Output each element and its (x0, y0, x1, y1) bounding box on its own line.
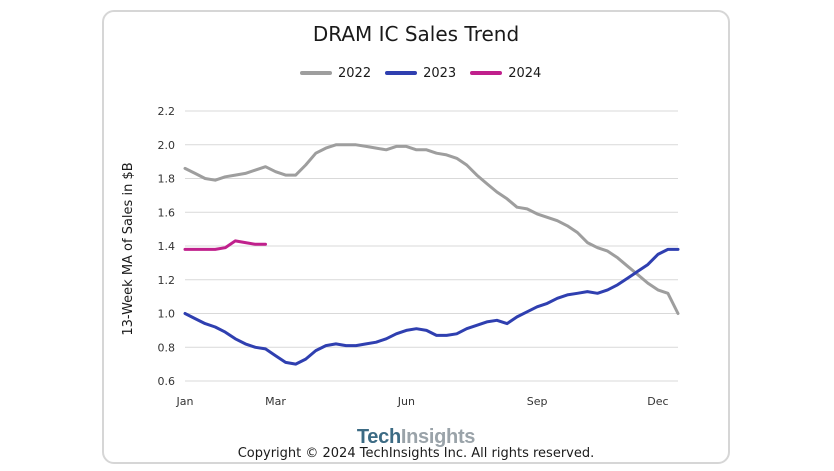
y-tick-label: 1.4 (158, 240, 176, 253)
chart-title: DRAM IC Sales Trend (312, 22, 520, 46)
brand-part-tech: Tech (356, 426, 401, 448)
x-tick-label: Sep (527, 395, 548, 408)
y-tick-label: 2.0 (158, 139, 176, 152)
techinsights-logo: TechInsights (102, 426, 730, 449)
series-line-2023 (183, 247, 680, 366)
legend-swatch-2023 (385, 71, 418, 75)
legend-item-2023: 2023 (385, 66, 456, 81)
y-tick-label: 1.6 (158, 206, 176, 219)
y-tick-label: 1.2 (158, 274, 176, 287)
y-tick-label: 0.8 (158, 341, 176, 354)
series-line-2022 (183, 143, 680, 315)
legend-label-2022: 2022 (338, 65, 372, 81)
chart-card (102, 10, 730, 464)
brand-part-insights: Insights (400, 426, 476, 448)
y-tick-label: 1.8 (158, 173, 176, 186)
copyright-text: Copyright © 2024 TechInsights Inc. All r… (237, 446, 595, 461)
y-tick-label: 0.6 (158, 375, 176, 388)
x-tick-label: Dec (647, 395, 668, 408)
legend-swatch-2024 (470, 71, 503, 75)
x-tick-label: Mar (265, 395, 286, 408)
series-line-2024 (183, 239, 267, 251)
legend-swatch-2022 (300, 71, 332, 75)
legend-label-2023: 2023 (423, 65, 457, 81)
legend-item-2024: 2024 (470, 66, 541, 81)
y-tick-label: 2.2 (158, 105, 176, 118)
chart-legend: 2022 2023 2024 (300, 64, 541, 82)
legend-label-2024: 2024 (508, 65, 542, 81)
legend-item-2022: 2022 (300, 66, 371, 81)
x-tick-label: Jun (397, 395, 415, 408)
y-tick-label: 1.0 (158, 308, 176, 321)
x-tick-label: Jan (176, 395, 194, 408)
